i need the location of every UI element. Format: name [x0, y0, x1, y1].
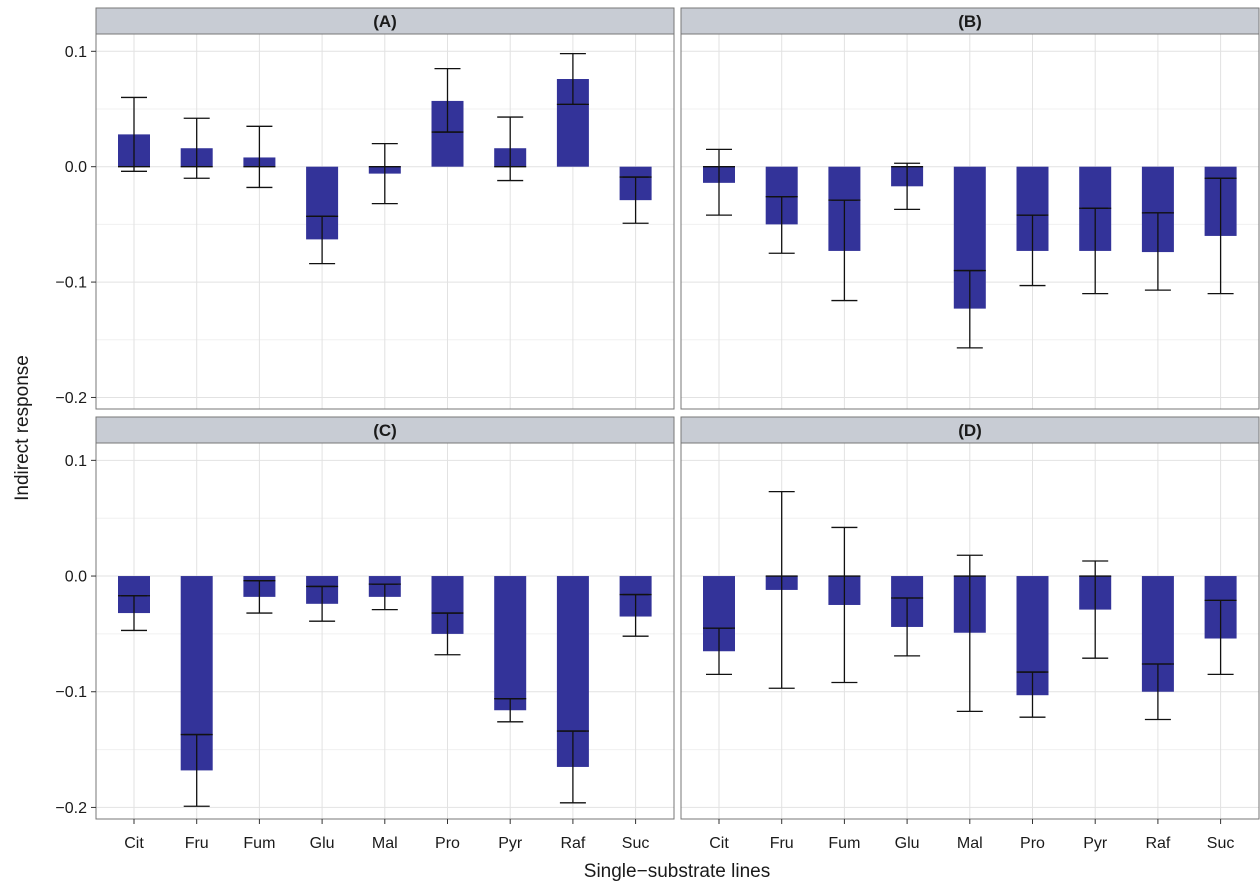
x-tick-label: Fum [243, 835, 275, 852]
panel-c: (C) [95, 416, 675, 820]
strip-header [95, 416, 675, 444]
y-tick-label: −0.2 [55, 390, 87, 407]
x-tick-label: Raf [560, 835, 585, 852]
error-bar-mal [368, 142, 401, 205]
panel-b: (B) [680, 7, 1260, 410]
x-axis: Cit Fru Fum Glu Mal Pro Pyr Raf Suc Cit Fru Fum Glu M… [124, 819, 1234, 852]
error-bar-cit [703, 627, 735, 676]
x-tick-label: Cit [709, 835, 729, 852]
error-bar-pyr [494, 698, 527, 723]
x-tick-label: Suc [622, 835, 650, 852]
y-tick-label: 0.1 [65, 453, 87, 470]
x-axis-title: Single−substrate lines [584, 861, 770, 882]
x-tick-label: Suc [1207, 835, 1235, 852]
error-bar-pro [1016, 214, 1049, 287]
x-tick-label: Fru [770, 835, 794, 852]
error-bar-raf [556, 730, 589, 804]
x-tick-label: Fum [828, 835, 860, 852]
y-tick-label: 0.0 [65, 159, 87, 176]
error-bar-fru [180, 117, 213, 179]
error-bar-raf [556, 52, 589, 106]
error-bar-suc [619, 593, 652, 637]
error-bar-fru [765, 490, 798, 689]
x-tick-label: Cit [124, 835, 144, 852]
x-tick-label: Glu [310, 835, 335, 852]
y-tick-label: 0.0 [65, 569, 87, 586]
x-tick-label: Pro [435, 835, 460, 852]
error-bar-raf [1141, 663, 1174, 721]
strip-header [95, 7, 675, 35]
error-bar-glu [306, 215, 339, 265]
error-bar-glu [891, 162, 924, 211]
x-tick-label: Raf [1145, 835, 1170, 852]
strip-label: (A) [373, 12, 397, 31]
x-tick-label: Pro [1020, 835, 1045, 852]
error-bar-cit [703, 148, 735, 216]
y-axis-title: Indirect response [12, 355, 33, 501]
error-bar-suc [1204, 599, 1237, 676]
error-bar-fum [828, 526, 861, 684]
strip-header [680, 7, 1260, 35]
error-bar-mal [953, 554, 986, 713]
x-tick-label: Glu [895, 835, 920, 852]
error-bar-pro [1016, 671, 1049, 718]
error-bar-pyr [1079, 207, 1112, 295]
error-bar-glu [891, 597, 924, 657]
error-bar-suc [1204, 177, 1237, 295]
error-bar-fum [828, 199, 861, 302]
error-bar-cit [118, 595, 150, 632]
y-tick-label: 0.1 [65, 44, 87, 61]
error-bar-mal [953, 269, 986, 349]
strip-label: (D) [958, 421, 982, 440]
panel-d: (D) [680, 416, 1260, 820]
error-bar-pyr [1079, 560, 1112, 659]
x-tick-label: Mal [372, 835, 398, 852]
error-bar-fru [765, 196, 798, 254]
error-bar-pyr [494, 116, 527, 182]
error-bar-suc [619, 176, 652, 224]
y-tick-label: −0.1 [55, 684, 87, 701]
y-axis: 0.1 0.0 −0.1 −0.2 0.1 0.0 −0.1 −0.2 [55, 44, 96, 817]
bar-pyr [494, 576, 527, 711]
error-bar-pro [431, 67, 464, 133]
error-bar-fum [243, 580, 276, 614]
error-bar-fum [243, 125, 276, 189]
y-tick-label: −0.1 [55, 275, 87, 292]
strip-header [680, 416, 1260, 444]
x-tick-label: Pyr [1083, 835, 1108, 852]
error-bar-raf [1141, 212, 1174, 291]
error-bar-mal [368, 583, 401, 611]
error-bar-cit [118, 96, 150, 172]
x-tick-label: Pyr [498, 835, 523, 852]
y-tick-label: −0.2 [55, 800, 87, 817]
error-bar-fru [180, 733, 213, 807]
x-tick-label: Mal [957, 835, 983, 852]
strip-label: (B) [958, 12, 982, 31]
error-bar-glu [306, 585, 339, 622]
error-bar-pro [431, 612, 464, 656]
panel-a: (A) [95, 7, 675, 410]
panels-layer: (A) (B) (C) (D) [95, 7, 1260, 820]
strip-label: (C) [373, 421, 397, 440]
x-tick-label: Fru [185, 835, 209, 852]
